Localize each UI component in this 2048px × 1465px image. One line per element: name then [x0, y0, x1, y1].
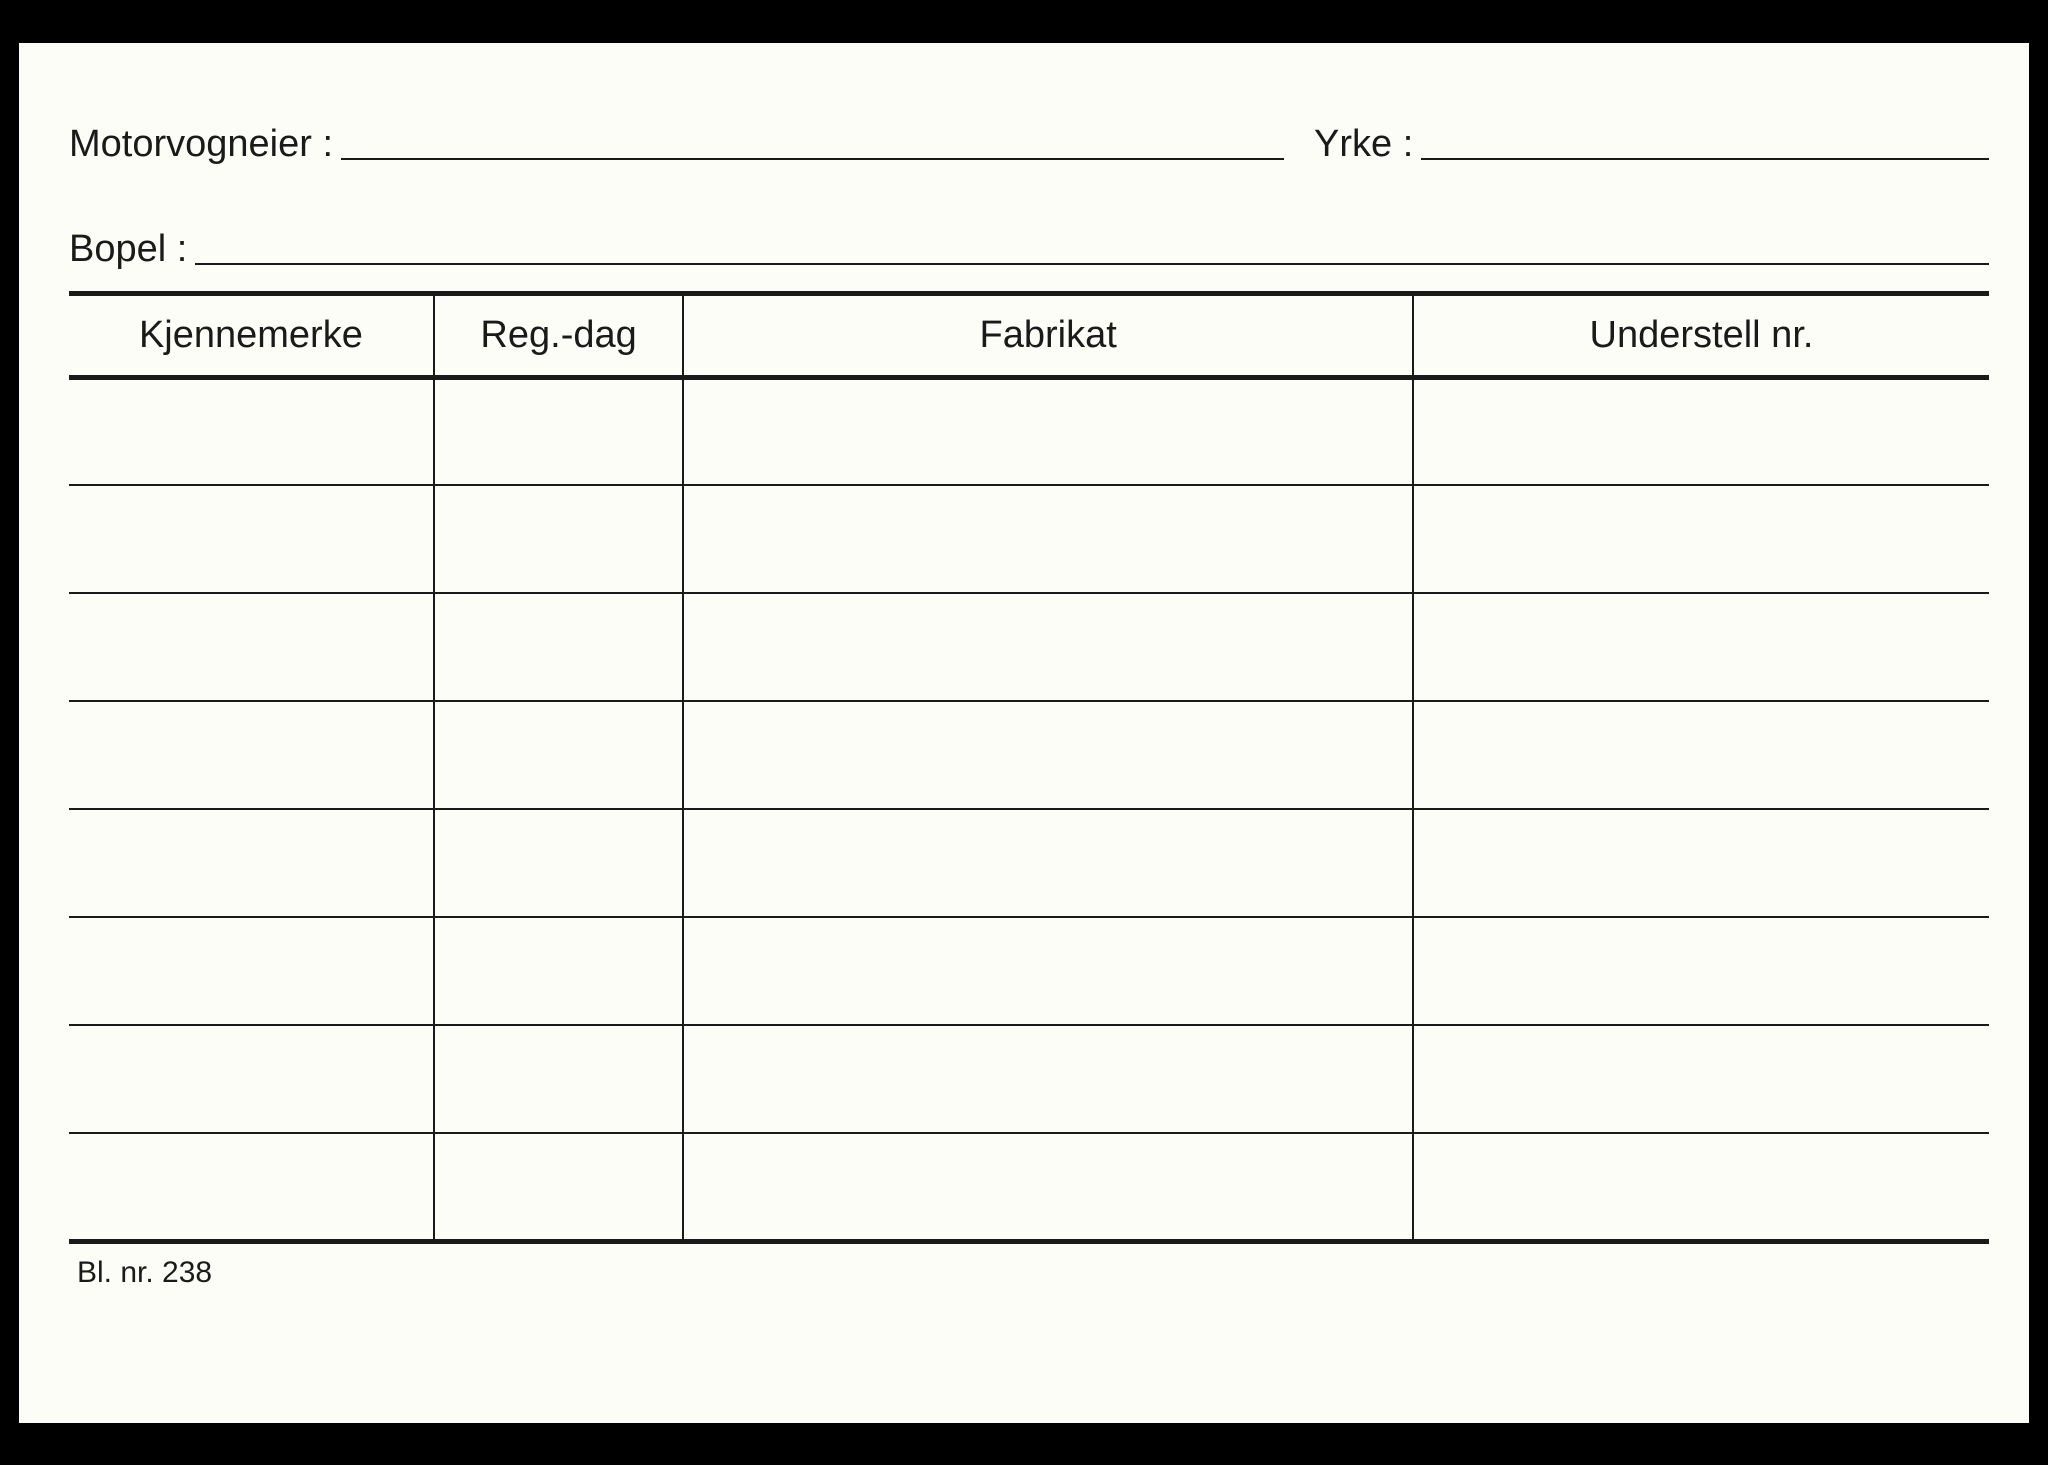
- table-row: [69, 701, 1989, 809]
- cell: [683, 701, 1413, 809]
- cell: [683, 917, 1413, 1025]
- col-header-understell: Understell nr.: [1413, 293, 1989, 377]
- cell: [434, 917, 684, 1025]
- cell: [69, 809, 434, 917]
- cell: [683, 809, 1413, 917]
- cell: [683, 1133, 1413, 1241]
- owner-label: Motorvogneier :: [69, 123, 341, 168]
- cell: [69, 701, 434, 809]
- registration-card: Motorvogneier : Yrke : Bopel : Kjennemer…: [19, 43, 2029, 1423]
- cell: [434, 593, 684, 701]
- residence-row: Bopel :: [69, 228, 1989, 273]
- table-body: [69, 377, 1989, 1241]
- table-row: [69, 377, 1989, 485]
- occupation-line: [1421, 158, 1989, 160]
- occupation-label: Yrke :: [1314, 123, 1421, 168]
- cell: [683, 1025, 1413, 1133]
- cell: [683, 485, 1413, 593]
- cell: [69, 1025, 434, 1133]
- cell: [434, 485, 684, 593]
- vehicle-table: Kjennemerke Reg.-dag Fabrikat Understell…: [69, 291, 1989, 1244]
- table-row: [69, 1025, 1989, 1133]
- col-header-kjennemerke: Kjennemerke: [69, 293, 434, 377]
- residence-label: Bopel :: [69, 228, 195, 273]
- cell: [1413, 377, 1989, 485]
- cell: [69, 917, 434, 1025]
- cell: [434, 377, 684, 485]
- cell: [683, 593, 1413, 701]
- cell: [1413, 485, 1989, 593]
- col-header-regdag: Reg.-dag: [434, 293, 684, 377]
- table-row: [69, 593, 1989, 701]
- cell: [1413, 1133, 1989, 1241]
- col-header-fabrikat: Fabrikat: [683, 293, 1413, 377]
- table-row: [69, 809, 1989, 917]
- owner-occupation-row: Motorvogneier : Yrke :: [69, 123, 1989, 168]
- owner-line: [341, 158, 1284, 160]
- vehicle-table-container: Kjennemerke Reg.-dag Fabrikat Understell…: [69, 291, 1989, 1244]
- table-header-row: Kjennemerke Reg.-dag Fabrikat Understell…: [69, 293, 1989, 377]
- form-number: Bl. nr. 238: [69, 1256, 1989, 1290]
- cell: [69, 593, 434, 701]
- cell: [1413, 701, 1989, 809]
- cell: [434, 1133, 684, 1241]
- cell: [434, 1025, 684, 1133]
- cell: [69, 1133, 434, 1241]
- cell: [1413, 809, 1989, 917]
- cell: [69, 377, 434, 485]
- cell: [1413, 1025, 1989, 1133]
- table-row: [69, 917, 1989, 1025]
- cell: [1413, 593, 1989, 701]
- cell: [434, 701, 684, 809]
- table-row: [69, 1133, 1989, 1241]
- residence-line: [195, 263, 1989, 265]
- cell: [1413, 917, 1989, 1025]
- cell: [683, 377, 1413, 485]
- table-row: [69, 485, 1989, 593]
- cell: [69, 485, 434, 593]
- cell: [434, 809, 684, 917]
